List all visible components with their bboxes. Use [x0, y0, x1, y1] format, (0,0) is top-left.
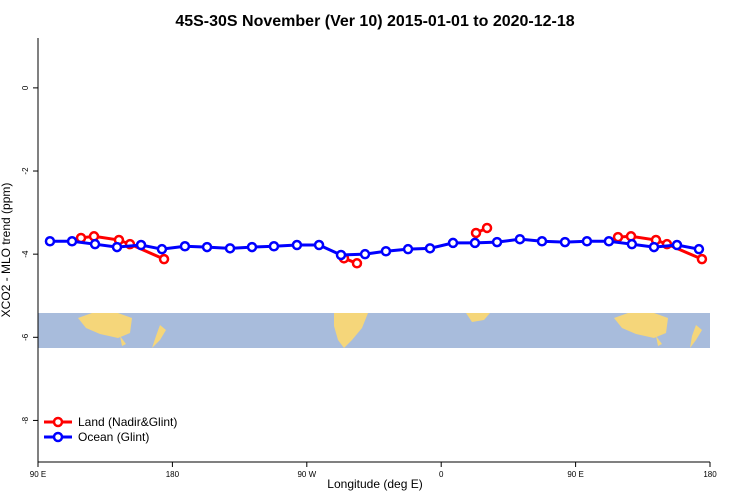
x-tick-label: 90 E — [567, 470, 583, 479]
y-tick-label: -2 — [21, 167, 30, 175]
data-point — [135, 239, 147, 251]
legend-label: Land (Nadir&Glint) — [78, 415, 177, 429]
data-point — [696, 253, 708, 265]
data-point — [156, 243, 168, 255]
data-point — [224, 243, 236, 254]
data-point — [612, 231, 624, 243]
data-point — [626, 238, 638, 250]
data-point — [89, 238, 101, 250]
data-point — [536, 236, 548, 247]
x-tick-label: 180 — [166, 470, 180, 479]
data-point — [559, 236, 571, 248]
data-point — [693, 243, 705, 255]
data-point — [447, 237, 459, 249]
data-point — [44, 236, 56, 247]
data-point — [470, 227, 482, 239]
legend-marker — [52, 431, 64, 443]
data-point — [335, 249, 347, 261]
legend-label: Ocean (Glint) — [78, 430, 149, 444]
chart-title: 45S-30S November (Ver 10) 2015-01-01 to … — [175, 13, 574, 30]
data-point — [481, 222, 493, 234]
data-point — [246, 241, 258, 253]
data-point — [514, 233, 526, 245]
x-tick-label: 0 — [439, 470, 444, 479]
data-point — [359, 248, 371, 260]
y-tick-label: 0 — [21, 85, 30, 90]
map-strip — [38, 313, 710, 348]
y-axis-label: XCO2 - MLO trend (ppm) — [0, 183, 13, 318]
y-tick-label: -8 — [21, 416, 30, 424]
data-point — [66, 236, 78, 247]
data-point — [671, 239, 683, 251]
data-point — [469, 237, 481, 249]
y-tick-label: -6 — [21, 333, 30, 341]
data-point — [158, 253, 170, 265]
data-point — [201, 241, 213, 253]
y-tick-label: -4 — [21, 250, 30, 258]
x-tick-label: 180 — [703, 470, 717, 479]
data-point — [424, 243, 436, 254]
data-point — [291, 239, 303, 251]
legend-marker — [52, 416, 64, 428]
data-point — [603, 236, 615, 247]
data-point — [179, 241, 191, 252]
data-point — [268, 241, 280, 252]
x-tick-label: 90 W — [297, 470, 316, 479]
x-tick-label: 90 E — [30, 470, 46, 479]
data-point — [581, 236, 593, 247]
data-point — [380, 245, 392, 257]
data-point — [402, 243, 414, 255]
data-point — [648, 241, 660, 253]
data-point — [111, 241, 123, 253]
data-point — [351, 258, 363, 269]
data-point — [313, 239, 325, 251]
x-axis-label: Longitude (deg E) — [327, 477, 422, 491]
data-point — [491, 236, 503, 248]
